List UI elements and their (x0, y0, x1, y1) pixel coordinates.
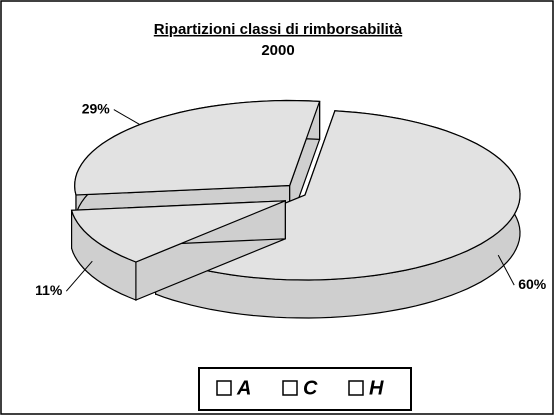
legend-label: A (236, 377, 251, 399)
chart-title: Ripartizioni classi di rimborsabilità (154, 21, 403, 38)
legend-label: H (369, 377, 384, 399)
leader-line (65, 260, 93, 292)
leader-line (497, 254, 515, 286)
slice-top (70, 200, 286, 263)
legend-swatch (282, 380, 298, 396)
legend-box (198, 367, 412, 411)
legend-swatch (348, 380, 364, 396)
legend-swatch (216, 380, 232, 396)
legend-label: C (303, 377, 318, 399)
leader-line (113, 109, 141, 126)
data-label: 60% (518, 276, 547, 292)
data-label: 11% (35, 282, 63, 298)
slice (70, 199, 286, 301)
chart-subtitle: 2000 (261, 42, 294, 59)
data-label: 29% (82, 100, 111, 116)
slice-top (74, 99, 321, 196)
